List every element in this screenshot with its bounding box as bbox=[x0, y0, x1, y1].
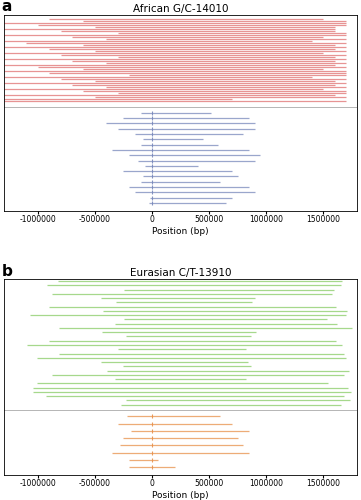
X-axis label: Position (bp): Position (bp) bbox=[152, 491, 209, 500]
Text: a: a bbox=[2, 0, 12, 14]
Title: African G/C-14010: African G/C-14010 bbox=[133, 4, 228, 14]
Text: b: b bbox=[2, 264, 13, 278]
X-axis label: Position (bp): Position (bp) bbox=[152, 226, 209, 235]
Title: Eurasian C/T-13910: Eurasian C/T-13910 bbox=[130, 268, 231, 278]
